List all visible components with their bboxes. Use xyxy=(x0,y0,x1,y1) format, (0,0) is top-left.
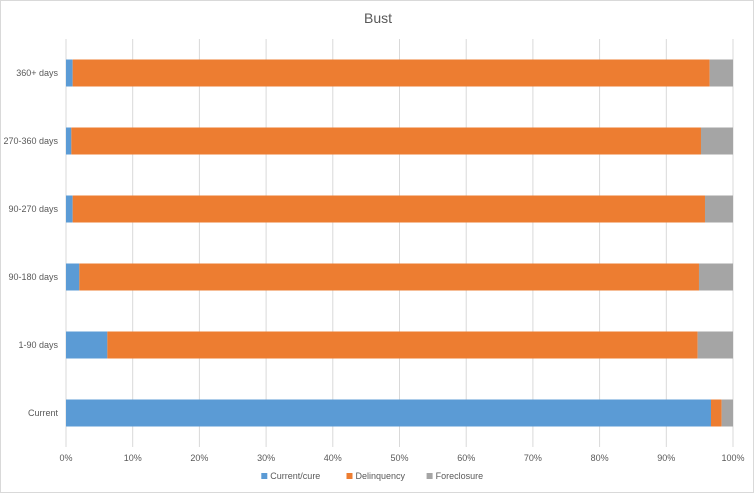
bar-segment xyxy=(79,263,699,291)
gridlines xyxy=(65,39,734,447)
y-axis-ticks: 360+ days 270-360 days 90-270 days 90-180 d… xyxy=(3,68,58,418)
x-tick-label: 60% xyxy=(457,453,475,463)
bar-segment xyxy=(700,127,733,155)
y-tick-label: 360+ days xyxy=(16,68,58,78)
legend-label: Foreclosure xyxy=(436,471,484,481)
x-tick-label: 20% xyxy=(190,453,208,463)
bar-segment xyxy=(698,263,733,291)
bar-segment xyxy=(107,331,698,359)
bar-segment xyxy=(66,195,73,223)
x-tick-label: 40% xyxy=(324,453,342,463)
x-tick-label: 90% xyxy=(657,453,675,463)
x-tick-label: 0% xyxy=(59,453,72,463)
y-tick-label: 90-180 days xyxy=(8,272,58,282)
bar-segment xyxy=(704,195,733,223)
legend-swatch xyxy=(346,473,353,479)
bar-segment xyxy=(721,399,733,427)
x-axis-ticks: 0% 10% 20% 30% 40% 50% 60% 70% 80% 90% 100% xyxy=(59,453,744,463)
x-tick-label: 50% xyxy=(390,453,408,463)
y-tick-label: 1-90 days xyxy=(18,340,58,350)
bar-segment xyxy=(71,127,701,155)
legend-label: Delinquency xyxy=(356,471,406,481)
bar-segment xyxy=(709,59,733,87)
x-tick-label: 70% xyxy=(524,453,542,463)
bar-segment xyxy=(66,59,73,87)
legend-swatch xyxy=(426,473,433,479)
bar-segment xyxy=(710,399,722,427)
bar-segment xyxy=(66,263,80,291)
x-tick-label: 10% xyxy=(124,453,142,463)
chart-title: Bust xyxy=(364,10,392,26)
bar-segment xyxy=(72,195,705,223)
bar-segment xyxy=(66,127,72,155)
x-tick-label: 30% xyxy=(257,453,275,463)
bar-segment xyxy=(72,59,710,87)
bar-segment xyxy=(66,331,108,359)
bar-segment xyxy=(697,331,733,359)
legend-label: Current/cure xyxy=(270,471,320,481)
y-tick-label: Current xyxy=(28,408,59,418)
bar-segment xyxy=(66,399,711,427)
y-tick-label: 90-270 days xyxy=(8,204,58,214)
legend: Current/cure Delinquency Foreclosure xyxy=(261,471,483,481)
y-tick-label: 270-360 days xyxy=(3,136,58,146)
x-tick-label: 80% xyxy=(591,453,609,463)
bars xyxy=(66,59,733,427)
legend-swatch xyxy=(261,473,268,479)
x-tick-label: 100% xyxy=(721,453,744,463)
